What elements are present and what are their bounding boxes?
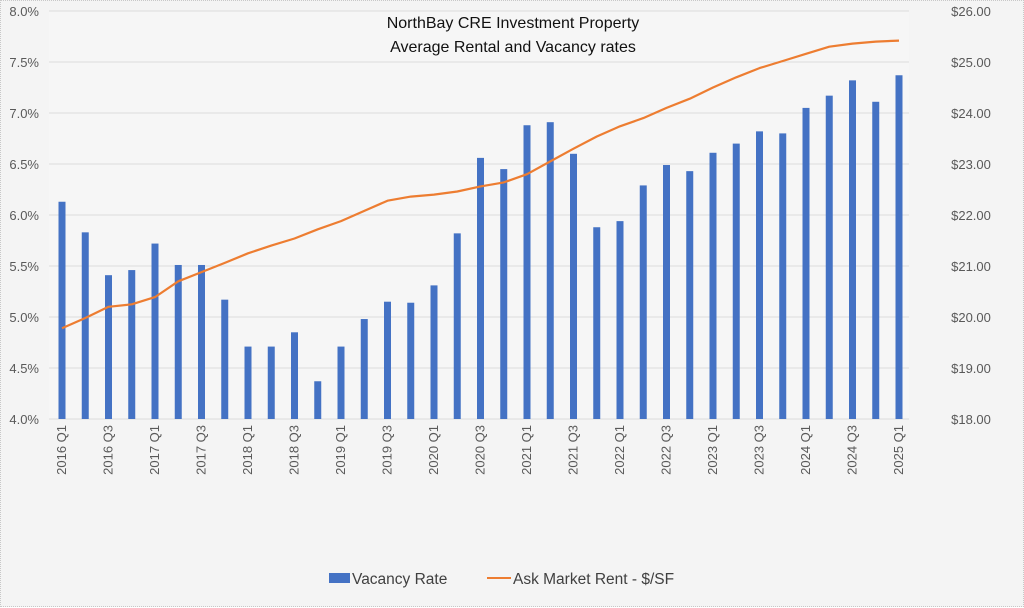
y-right-tick-label: $20.00 — [951, 310, 991, 325]
x-tick-label: 2021 Q1 — [519, 425, 534, 475]
vacancy-bar — [338, 347, 345, 419]
vacancy-bar — [245, 347, 252, 419]
vacancy-bar — [128, 270, 135, 419]
y-left-tick-label: 4.0% — [9, 412, 39, 427]
vacancy-bar — [663, 165, 670, 419]
vacancy-bar — [640, 185, 647, 419]
vacancy-bar — [198, 265, 205, 419]
vacancy-bar — [779, 133, 786, 419]
y-right-tick-label: $23.00 — [951, 157, 991, 172]
vacancy-bar — [872, 102, 879, 419]
vacancy-bar — [710, 153, 717, 419]
x-tick-label: 2023 Q3 — [752, 425, 767, 475]
x-tick-label: 2017 Q1 — [147, 425, 162, 475]
legend: Vacancy Rate Ask Market Rent - $/SF — [329, 571, 674, 588]
vacancy-bar — [733, 144, 740, 419]
vacancy-bar — [291, 332, 298, 419]
vacancy-bar — [361, 319, 368, 419]
x-tick-label: 2020 Q1 — [426, 425, 441, 475]
y-left-tick-label: 6.0% — [9, 208, 39, 223]
vacancy-bar — [477, 158, 484, 419]
vacancy-bar — [175, 265, 182, 419]
legend-label-vacancy-rate: Vacancy Rate — [352, 571, 447, 588]
y-left-tick-label: 5.0% — [9, 310, 39, 325]
y-right-tick-label: $21.00 — [951, 259, 991, 274]
y-right-tick-label: $18.00 — [951, 412, 991, 427]
x-tick-label: 2019 Q3 — [380, 425, 395, 475]
legend-swatch-vacancy-rate — [329, 573, 350, 583]
y-left-tick-label: 5.5% — [9, 259, 39, 274]
vacancy-bar — [407, 303, 414, 419]
vacancy-bar — [152, 244, 159, 419]
x-tick-label: 2022 Q1 — [612, 425, 627, 475]
x-axis-ticks: 2016 Q1 2016 Q3 2017 Q1 2017 Q3 2018 Q1 2018 … — [54, 425, 906, 475]
legend-label-rent: Ask Market Rent - $/SF — [513, 571, 674, 588]
x-tick-label: 2022 Q3 — [659, 425, 674, 475]
vacancy-bar — [617, 221, 624, 419]
x-tick-label: 2023 Q1 — [705, 425, 720, 475]
right-axis-ticks: $18.00 $19.00 $20.00 $21.00 $22.00 $23.00 $24.… — [951, 4, 991, 427]
vacancy-bar — [896, 75, 903, 419]
vacancy-bar — [803, 108, 810, 419]
vacancy-bar — [524, 125, 531, 419]
vacancy-bar — [314, 381, 321, 419]
x-tick-label: 2025 Q1 — [891, 425, 906, 475]
x-tick-label: 2018 Q3 — [287, 425, 302, 475]
vacancy-bar — [59, 202, 66, 419]
x-tick-label: 2017 Q3 — [194, 425, 209, 475]
y-left-tick-label: 7.0% — [9, 106, 39, 121]
y-right-tick-label: $24.00 — [951, 106, 991, 121]
chart-subtitle: Average Rental and Vacancy rates — [390, 39, 636, 56]
y-right-tick-label: $19.00 — [951, 361, 991, 376]
y-left-tick-label: 8.0% — [9, 4, 39, 19]
x-tick-label: 2024 Q3 — [845, 425, 860, 475]
vacancy-bar — [500, 169, 507, 419]
vacancy-bar — [686, 171, 693, 419]
vacancy-bar — [105, 275, 112, 419]
vacancy-bar — [547, 122, 554, 419]
vacancy-bar — [826, 96, 833, 419]
x-tick-label: 2016 Q3 — [101, 425, 116, 475]
y-left-tick-label: 4.5% — [9, 361, 39, 376]
y-right-tick-label: $22.00 — [951, 208, 991, 223]
x-tick-label: 2018 Q1 — [240, 425, 255, 475]
vacancy-bar — [431, 285, 438, 419]
x-tick-label: 2016 Q1 — [54, 425, 69, 475]
vacancy-bar — [593, 227, 600, 419]
chart-title: NorthBay CRE Investment Property — [387, 15, 640, 32]
vacancy-bar — [570, 154, 577, 419]
vacancy-bar — [384, 302, 391, 419]
y-left-tick-label: 6.5% — [9, 157, 39, 172]
vacancy-bar — [268, 347, 275, 419]
vacancy-bar — [454, 233, 461, 419]
vacancy-bar — [756, 131, 763, 419]
vacancy-bar — [221, 300, 228, 419]
vacancy-bar — [849, 80, 856, 419]
x-tick-label: 2024 Q1 — [798, 425, 813, 475]
left-axis-ticks: 4.0% 4.5% 5.0% 5.5% 6.0% 6.5% 7.0% 7.5% 8.0% — [9, 4, 39, 427]
y-right-tick-label: $25.00 — [951, 55, 991, 70]
y-right-tick-label: $26.00 — [951, 4, 991, 19]
vacancy-bar — [82, 232, 89, 419]
x-tick-label: 2019 Q1 — [333, 425, 348, 475]
y-left-tick-label: 7.5% — [9, 55, 39, 70]
x-tick-label: 2021 Q3 — [566, 425, 581, 475]
x-tick-label: 2020 Q3 — [473, 425, 488, 475]
